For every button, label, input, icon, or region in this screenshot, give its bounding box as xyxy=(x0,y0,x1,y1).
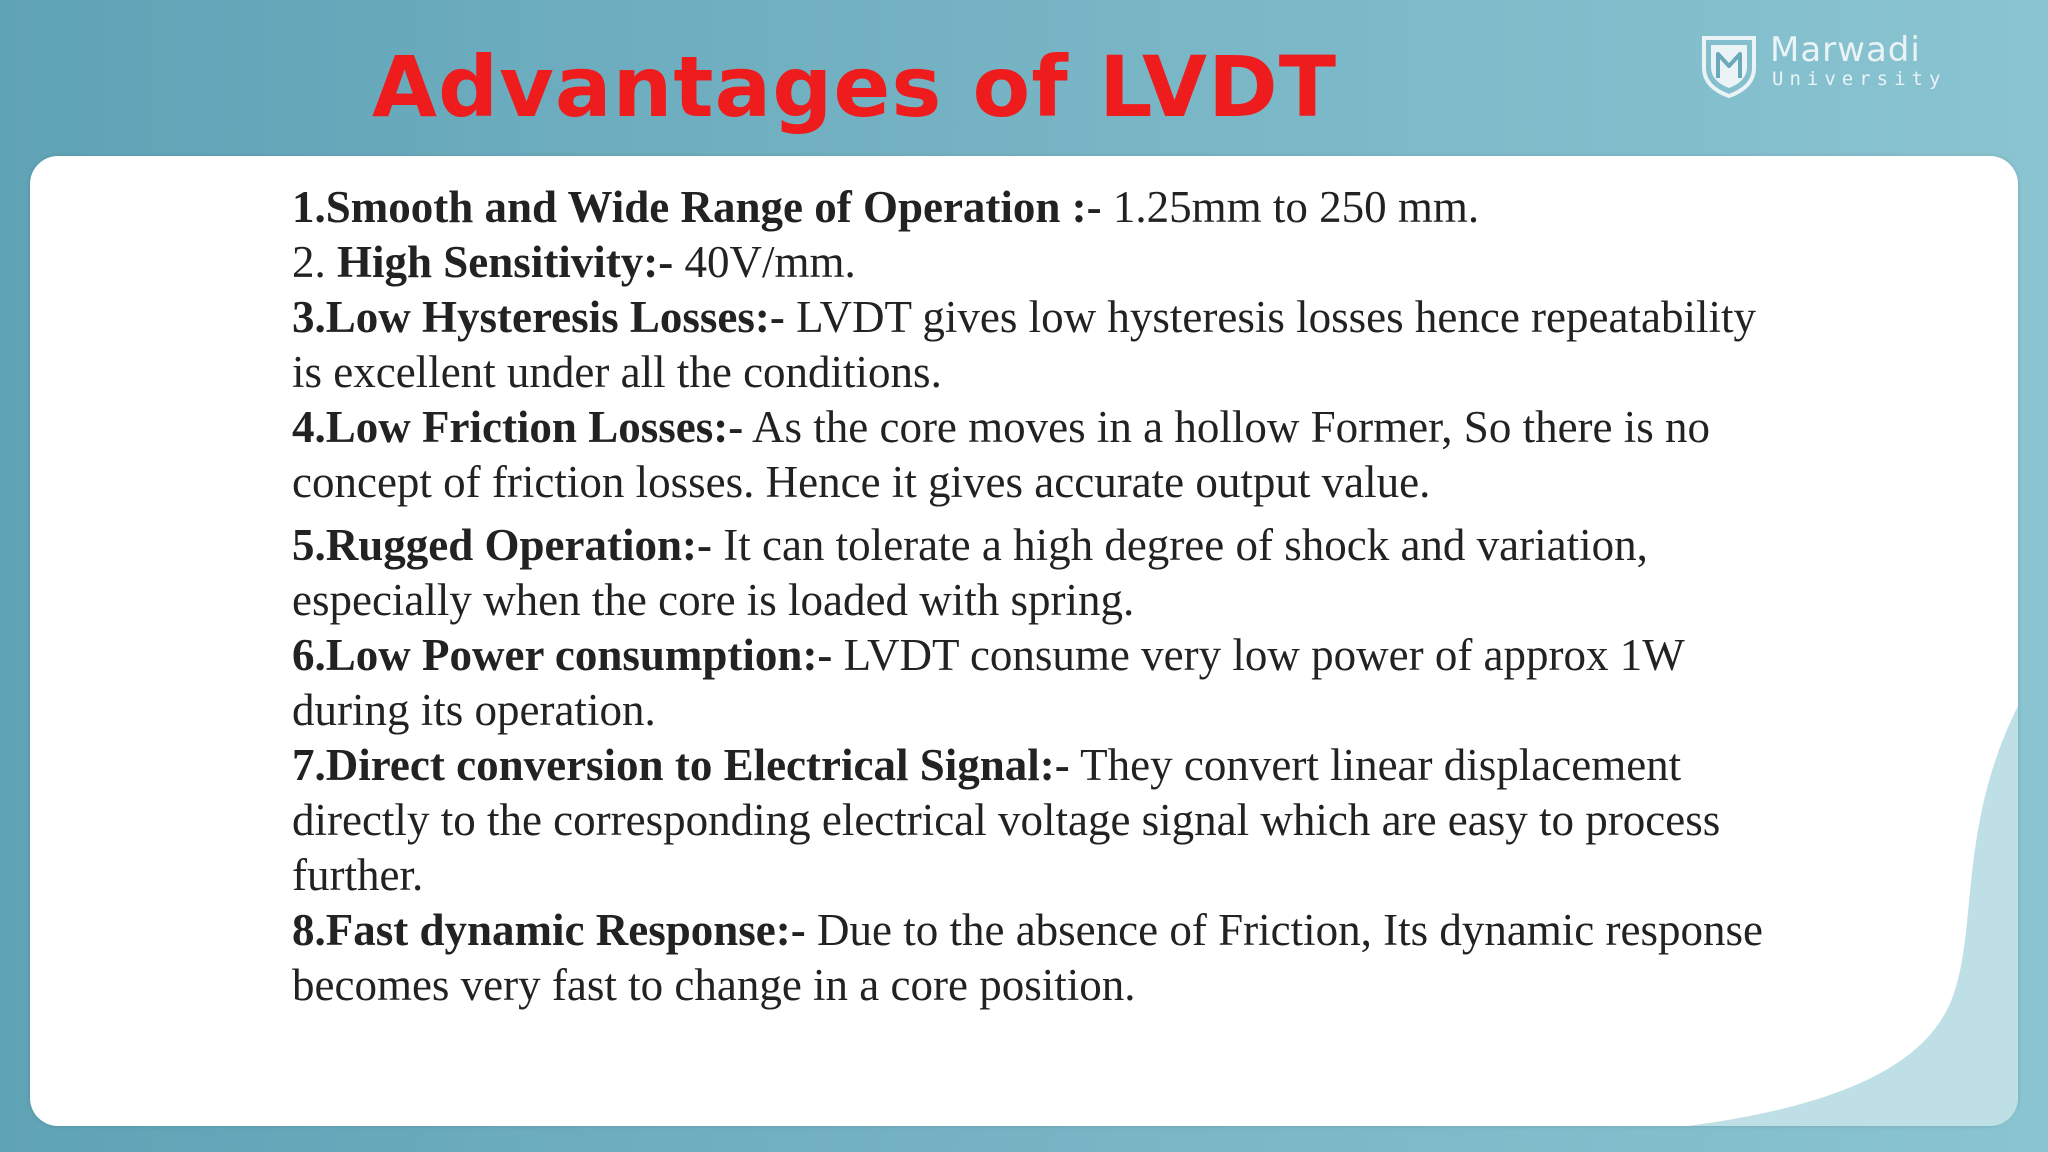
list-item: 8.Fast dynamic Response:- Due to the abs… xyxy=(292,903,1772,1013)
item-text: LVDT consume very low power of approx 1W… xyxy=(292,630,1684,735)
item-heading: 8.Fast dynamic Response:- xyxy=(292,905,806,955)
item-heading: 7.Direct conversion to Electrical Signal… xyxy=(292,740,1070,790)
item-heading: 4.Low Friction Losses:- xyxy=(292,402,744,452)
list-item: 2. High Sensitivity:- 40V/mm. xyxy=(292,235,1772,290)
item-text: It can tolerate a high degree of shock a… xyxy=(292,520,1648,625)
item-text: Due to the absence of Friction, Its dyna… xyxy=(292,905,1763,1010)
item-heading: 5.Rugged Operation:- xyxy=(292,520,712,570)
list-item: 3.Low Hysteresis Losses:- LVDT gives low… xyxy=(292,290,1772,400)
item-text: LVDT gives low hysteresis losses hence r… xyxy=(292,292,1756,397)
content-panel xyxy=(30,156,2018,1126)
decorative-swoosh xyxy=(1688,706,2018,1126)
logo-subtitle: University xyxy=(1772,68,1947,90)
item-heading: 3.Low Hysteresis Losses:- xyxy=(292,292,785,342)
shield-m-icon xyxy=(1702,36,1756,98)
item-text: 40V/mm. xyxy=(673,237,856,287)
university-logo: Marwadi University xyxy=(1700,30,1980,102)
list-item: 1.Smooth and Wide Range of Operation :- … xyxy=(292,180,1772,235)
list-item: 4.Low Friction Losses:- As the core move… xyxy=(292,400,1772,510)
item-text: As the core moves in a hollow Former, So… xyxy=(292,402,1711,507)
item-heading: 6.Low Power consumption:- xyxy=(292,630,833,680)
item-number: 2. xyxy=(292,237,337,287)
item-heading: 1.Smooth and Wide Range of Operation :- xyxy=(292,182,1102,232)
item-heading: High Sensitivity:- xyxy=(337,237,674,287)
logo-name: Marwadi xyxy=(1770,30,1921,70)
list-item: 6.Low Power consumption:- LVDT consume v… xyxy=(292,628,1772,738)
list-item: 7.Direct conversion to Electrical Signal… xyxy=(292,738,1772,903)
item-text: 1.25mm to 250 mm. xyxy=(1101,182,1480,232)
item-text: They convert linear displacement directl… xyxy=(292,740,1721,900)
advantages-list: 1.Smooth and Wide Range of Operation :- … xyxy=(292,180,1772,1013)
list-item: 5.Rugged Operation:- It can tolerate a h… xyxy=(292,518,1772,628)
slide-title: Advantages of LVDT xyxy=(372,38,1338,136)
